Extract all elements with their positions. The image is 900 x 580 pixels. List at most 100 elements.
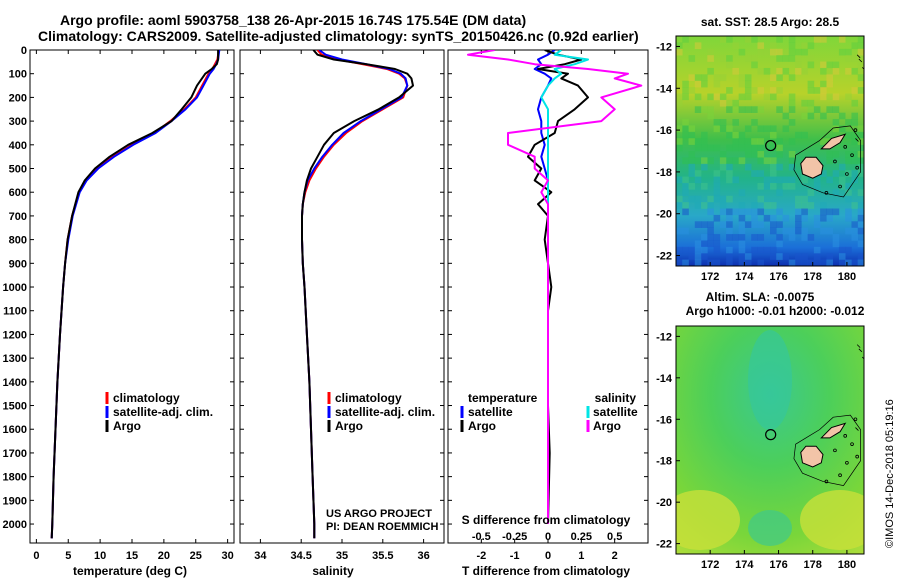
sst-cell — [776, 176, 783, 184]
sst-cell — [738, 240, 746, 248]
legend-label-t-argo: Argo — [468, 419, 496, 433]
sst-cell — [701, 138, 708, 145]
sst-cell — [857, 67, 864, 75]
sst-cell — [782, 214, 790, 222]
sst-cell — [676, 48, 683, 56]
series-line-satellite-adj-clim- — [50, 50, 221, 539]
sst-cell — [701, 240, 708, 248]
sst-cell — [857, 208, 864, 216]
sst-cell — [782, 176, 790, 184]
sst-cell — [751, 61, 758, 69]
series-line-satellite-adj-clim- — [301, 50, 409, 539]
sst-cell — [719, 221, 727, 228]
series-line-climatology — [301, 50, 409, 539]
sst-cell — [719, 125, 727, 133]
sst-cell — [719, 36, 727, 43]
sst-cell — [801, 227, 808, 235]
sst-cell — [832, 119, 840, 126]
sst-cell — [770, 170, 777, 177]
sst-cell — [857, 157, 864, 165]
project-credit: US ARGO PROJECT — [326, 508, 432, 520]
sst-cell — [776, 240, 783, 248]
sst-cell — [688, 125, 696, 133]
sst-cell — [751, 87, 758, 94]
sst-cell — [857, 170, 864, 177]
sst-cell — [744, 125, 752, 133]
sst-cell — [757, 234, 765, 241]
map-y-tick-label--20: -20 — [656, 209, 672, 221]
small-island — [855, 454, 859, 459]
sst-cell — [676, 202, 683, 209]
sst-cell — [770, 157, 777, 165]
sst-cell — [826, 80, 833, 88]
sst-cell — [713, 119, 721, 126]
sst-cell — [726, 131, 733, 139]
sst-cell — [770, 202, 777, 209]
y-tick-label-1600: 1600 — [3, 424, 27, 436]
sst-cell — [776, 138, 783, 145]
sst-cell — [788, 259, 796, 266]
sst-cell — [688, 157, 696, 165]
sst-cell — [738, 138, 746, 145]
sst-cell — [707, 106, 714, 113]
sst-cell — [732, 176, 739, 184]
sst-cell — [801, 176, 808, 184]
sst-cell — [676, 138, 683, 145]
s-diff-x-tick-label-0.5: 0.5 — [607, 531, 622, 543]
sst-cell — [851, 99, 859, 107]
y-tick-label-500: 500 — [9, 164, 27, 176]
sst-cell — [726, 176, 733, 184]
sst-cell — [838, 48, 846, 56]
sst-cell — [682, 202, 689, 209]
sst-cell — [832, 61, 840, 69]
sst-cell — [744, 221, 752, 228]
sst-cell — [726, 227, 733, 235]
s-diff-x-tick-label-0: 0 — [545, 531, 551, 543]
sst-cell — [688, 138, 696, 145]
sst-cell — [688, 195, 696, 203]
sst-cell — [776, 74, 783, 82]
sst-cell — [813, 87, 821, 94]
sst-cell — [807, 234, 815, 241]
sst-cell — [770, 48, 777, 56]
sst-cell — [763, 202, 771, 209]
sst-cell — [857, 87, 864, 94]
sst-cell — [713, 189, 721, 197]
sst-cell — [726, 246, 733, 254]
sst-cell — [801, 259, 808, 266]
sst-cell — [694, 202, 702, 209]
y-tick-label-1700: 1700 — [3, 448, 27, 460]
sst-cell — [682, 131, 689, 139]
sst-cell — [776, 163, 783, 171]
sst-cell — [694, 195, 702, 203]
sst-cell — [694, 80, 702, 88]
sst-cell — [744, 55, 752, 62]
sst-cell — [788, 227, 796, 235]
salinity-x-tick-label-35: 35 — [336, 550, 348, 562]
sst-cell — [838, 176, 846, 184]
sst-cell — [801, 42, 808, 50]
sst-cell — [770, 74, 777, 82]
sst-cell — [832, 170, 840, 177]
sst-cell — [826, 214, 833, 222]
sst-cell — [751, 138, 758, 145]
sst-cell — [682, 157, 689, 165]
sla-blob — [748, 330, 792, 430]
sst-cell — [820, 259, 827, 266]
sst-cell — [857, 189, 864, 197]
sst-cell — [707, 195, 714, 203]
sst-cell — [713, 214, 721, 222]
sst-cell — [732, 106, 739, 113]
sst-cell — [851, 227, 859, 235]
sst-cell — [732, 144, 739, 152]
sst-cell — [857, 74, 864, 82]
sst-cell — [694, 106, 702, 113]
legend-label-s-satellite: satellite — [593, 405, 638, 419]
sst-cell — [763, 93, 771, 101]
sst-cell — [707, 208, 714, 216]
sst-cell — [738, 227, 746, 235]
island-viti-levu — [800, 156, 824, 179]
sst-cell — [807, 42, 815, 50]
sst-cell — [838, 253, 846, 260]
sst-cell — [770, 163, 777, 171]
